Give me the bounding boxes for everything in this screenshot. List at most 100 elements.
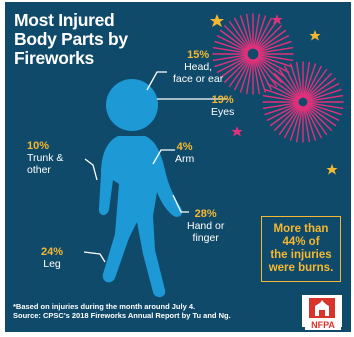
burst-ray: [219, 29, 249, 52]
label-eyes: 19% Eyes: [211, 94, 234, 118]
burst-ray: [295, 61, 303, 98]
burst-ray: [256, 57, 282, 83]
burst-ray: [289, 63, 303, 98]
trunk-text-2: other: [27, 164, 51, 176]
label-head: 15% Head, face or ear: [173, 49, 223, 85]
eyes-percent: 19%: [211, 94, 234, 106]
burst-ray: [304, 65, 322, 99]
burst-ray: [303, 63, 317, 98]
burns-line-1: More than: [273, 223, 329, 235]
burst-ray: [257, 40, 292, 53]
title-line-2: Body Parts by: [14, 29, 128, 49]
burst-ray: [214, 55, 249, 68]
hand-text-1: Hand or: [187, 220, 225, 232]
burst-ray: [305, 73, 332, 100]
star-icon: [231, 14, 283, 137]
burst-ray: [239, 58, 252, 93]
burst-ray: [216, 35, 249, 52]
burst-ray: [306, 77, 337, 100]
burst-ray: [307, 88, 342, 102]
label-arm: 4% Arm: [175, 141, 194, 165]
burst-ray: [255, 58, 278, 88]
burst-ray: [255, 17, 272, 50]
burst-ray: [278, 105, 301, 136]
burst-ray: [228, 20, 251, 50]
trunk-percent: 10%: [27, 140, 50, 152]
nfpa-logo-text: NFPA: [305, 320, 341, 330]
burst-ray: [224, 57, 250, 83]
burst-ray: [258, 54, 294, 62]
burst-ray: [234, 17, 251, 50]
burst-ray: [262, 94, 299, 102]
burst-ray: [253, 59, 261, 95]
burst-ray: [212, 54, 248, 62]
burst-ray: [258, 46, 294, 54]
burst-ray: [284, 65, 302, 99]
label-hand: 28% Hand or finger: [187, 208, 224, 244]
burst-ray: [254, 15, 267, 50]
arm-text: Arm: [175, 153, 195, 165]
burst-ray: [269, 77, 300, 100]
hand-text-2: finger: [192, 232, 219, 244]
burst-ray: [264, 102, 299, 116]
title-line-1: Most Injured: [14, 10, 115, 30]
leg-percent: 24%: [41, 246, 64, 258]
leader-lines: [83, 71, 227, 263]
firework-burst-icon: [262, 61, 344, 143]
burns-line-2: 44% of: [282, 236, 320, 248]
trunk-text-1: Trunk &: [27, 152, 64, 164]
star-icon: [210, 14, 338, 175]
burst-ray: [255, 20, 278, 50]
burst-ray: [216, 56, 249, 73]
head-percent: 15%: [187, 49, 210, 61]
burst-ray: [289, 106, 303, 141]
eyes-text: Eyes: [211, 106, 235, 118]
burst-ray: [307, 102, 342, 116]
burst-ray: [262, 102, 299, 110]
burst-ray: [254, 58, 267, 93]
burst-ray: [274, 104, 301, 131]
page-title: Most Injured Body Parts by Fireworks: [14, 11, 154, 68]
burst-ray: [212, 46, 248, 54]
burst-ray: [264, 88, 299, 102]
head-text-2: face or ear: [173, 73, 224, 85]
burst-ray: [239, 15, 252, 50]
burst-ray: [214, 40, 249, 53]
burst-ray: [303, 106, 311, 143]
leg-text: Leg: [43, 258, 61, 270]
burns-line-4: were burns.: [268, 262, 334, 274]
burns-callout-box: More than 44% of the injuries were burns…: [261, 216, 341, 282]
head-text-1: Head,: [184, 61, 213, 73]
burst-ray: [305, 68, 328, 99]
burst-ray: [257, 29, 287, 52]
burst-ray: [305, 105, 328, 136]
title-line-3: Fireworks: [14, 48, 94, 68]
label-trunk: 10% Trunk & other: [27, 140, 63, 176]
burst-ray: [257, 56, 287, 79]
footnote-line-2: Source: CPSC's 2018 Fireworks Annual Rep…: [13, 311, 231, 320]
infographic-card: Most Injured Body Parts by Fireworks 15%…: [5, 2, 351, 332]
footnote: *Based on injuries during the month arou…: [13, 302, 298, 320]
footnote-line-1: *Based on injuries during the month arou…: [13, 302, 196, 311]
burst-ray: [266, 103, 300, 121]
burst-ray: [257, 55, 292, 68]
burst-ray: [304, 105, 322, 139]
burns-line-3: the injuries: [270, 249, 332, 261]
burst-ray: [257, 35, 290, 52]
burst-ray: [303, 106, 317, 141]
hand-percent: 28%: [194, 208, 217, 220]
burst-ray: [257, 56, 290, 73]
arm-percent: 4%: [176, 141, 193, 153]
burst-ray: [284, 105, 302, 139]
burst-ray: [307, 94, 344, 102]
burst-ray: [256, 25, 282, 51]
burst-ray: [253, 13, 261, 49]
burst-ray: [274, 73, 301, 100]
burst-ray: [306, 104, 337, 127]
burst-ray: [266, 83, 300, 101]
burst-ray: [269, 104, 300, 127]
burst-ray: [228, 58, 251, 88]
burst-ray: [224, 25, 250, 51]
burst-ray: [245, 59, 253, 95]
burst-ray: [303, 61, 311, 98]
